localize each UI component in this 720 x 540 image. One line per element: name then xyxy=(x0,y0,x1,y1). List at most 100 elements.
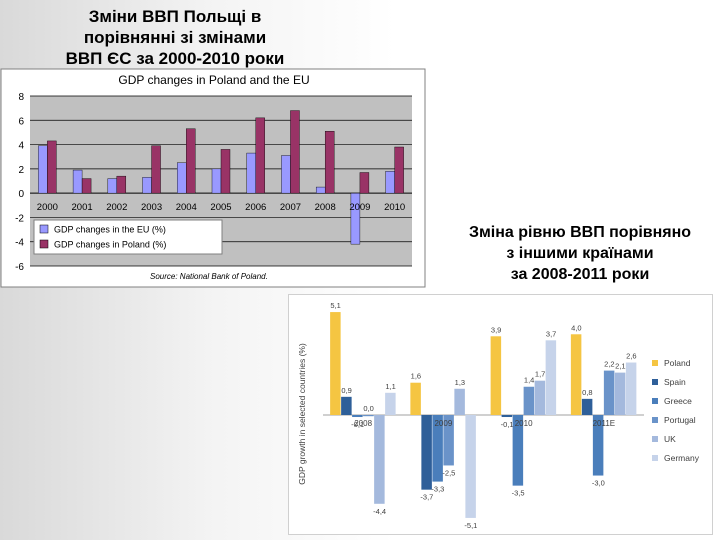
slide-title-line: ВВП ЄС за 2000-2010 роки xyxy=(65,49,285,68)
bar-greece xyxy=(352,415,363,418)
bar-eu xyxy=(211,168,222,194)
bar-greece xyxy=(432,415,443,482)
bar-spain xyxy=(341,396,352,415)
legend-label: Greece xyxy=(664,396,692,406)
slide-title-line: Зміни ВВП Польщі в xyxy=(88,7,262,26)
bar-poland xyxy=(330,312,341,415)
bar-poland xyxy=(394,146,404,194)
side-caption-line: з іншими країнами xyxy=(506,245,654,262)
bar-poland xyxy=(324,131,335,194)
bar-portugal xyxy=(523,386,535,415)
bars xyxy=(330,312,637,518)
gdp-countries-chart: GDP growth in selected countries (%) 5,1… xyxy=(288,294,713,535)
y-tick-label: 6 xyxy=(18,116,24,127)
legend-label: Poland xyxy=(664,358,691,368)
bar-eu xyxy=(350,192,361,245)
bar-eu xyxy=(107,178,118,194)
y-tick-label: 4 xyxy=(18,141,24,152)
value-label: -3,3 xyxy=(431,485,444,494)
legend-swatch xyxy=(652,398,658,404)
legend-swatch xyxy=(652,436,658,442)
bar-portugal xyxy=(363,415,374,417)
legend-label: GDP changes in Poland (%) xyxy=(54,240,166,250)
value-label: -5,1 xyxy=(464,521,477,530)
category-label: 2009 xyxy=(434,419,452,428)
legend-swatch xyxy=(652,417,658,423)
bar-eu xyxy=(281,155,291,194)
bars xyxy=(38,110,404,245)
bar-spain xyxy=(501,415,513,418)
legend: Poland Spain Greece Portugal UK Germany xyxy=(652,358,700,463)
value-label: -4,4 xyxy=(373,507,386,516)
x-tick-label: 2009 xyxy=(349,202,370,213)
bar-poland xyxy=(151,145,161,194)
bar-poland xyxy=(255,117,265,194)
bar-eu xyxy=(177,162,187,194)
category-labels: 2008 2009 2010 2011E xyxy=(354,419,615,428)
bar-germany xyxy=(385,392,396,415)
side-caption-line: Зміна рівню ВВП порівняно xyxy=(468,224,692,241)
value-label: 0,8 xyxy=(582,388,592,397)
y-tick-label: 0 xyxy=(18,189,24,200)
value-label: 3,7 xyxy=(546,329,556,338)
bar-germany xyxy=(625,362,637,415)
bar-spain xyxy=(421,415,432,490)
value-label: 5,1 xyxy=(330,301,340,310)
legend-label: GDP changes in the EU (%) xyxy=(54,225,166,235)
bar-uk xyxy=(534,380,546,415)
side-caption: Зміна рівню ВВП порівняно з іншими країн… xyxy=(440,222,720,285)
value-label: 1,3 xyxy=(455,378,465,387)
legend-label: Portugal xyxy=(664,415,696,425)
bar-poland xyxy=(186,128,196,194)
x-tick-label: 2003 xyxy=(141,202,162,213)
x-tick-label: 2002 xyxy=(106,202,127,213)
value-label: 1,4 xyxy=(524,376,534,385)
category-label: 2008 xyxy=(354,419,372,428)
bar-poland xyxy=(220,149,231,194)
value-label: -3,0 xyxy=(592,479,605,488)
legend: GDP changes in the EU (%) GDP changes in… xyxy=(33,219,223,255)
legend-swatch xyxy=(652,455,658,461)
value-label: -3,7 xyxy=(420,493,433,502)
value-label: 1,1 xyxy=(385,382,395,391)
x-tick-label: 2007 xyxy=(280,202,301,213)
value-label: -2,5 xyxy=(442,468,455,477)
value-label: -3,5 xyxy=(512,489,525,498)
y-tick-label: 2 xyxy=(18,165,24,176)
bar-portugal xyxy=(603,370,615,415)
category-label: 2010 xyxy=(515,419,533,428)
y-axis-ticks: -6 -4 -2 0 2 4 6 8 xyxy=(15,92,24,273)
slide-title-line: порівнянні зі змінами xyxy=(83,28,267,47)
bar-uk xyxy=(614,372,626,415)
bar-poland xyxy=(490,336,502,415)
slide-title: Зміни ВВП Польщі в порівнянні зі змінами… xyxy=(40,6,310,69)
x-axis-ticks: 2000 2001 2002 2003 2004 2005 2006 2007 2008 2009… xyxy=(37,202,405,213)
bar-poland xyxy=(410,382,421,415)
legend-label: Germany xyxy=(664,453,700,463)
chart-title: GDP changes in Poland and the EU xyxy=(118,73,309,87)
bar-uk xyxy=(374,415,385,504)
bar-poland xyxy=(47,140,57,194)
bar-poland xyxy=(570,334,582,415)
category-label: 2011E xyxy=(593,419,616,428)
bar-eu xyxy=(142,177,152,194)
bar-poland xyxy=(116,175,127,194)
x-tick-label: 2006 xyxy=(245,202,266,213)
value-label: -0,1 xyxy=(351,420,364,429)
bar-greece xyxy=(592,415,604,476)
bar-spain xyxy=(581,398,593,415)
y-tick-label: -2 xyxy=(15,213,24,224)
x-tick-label: 2000 xyxy=(37,202,58,213)
y-axis-label: GDP growth in selected countries (%) xyxy=(297,343,307,485)
bar-poland xyxy=(359,172,370,194)
bar-poland xyxy=(81,178,92,194)
value-label: 2,2 xyxy=(604,360,614,369)
bar-eu xyxy=(385,171,395,194)
legend-swatch xyxy=(39,224,49,234)
x-tick-label: 2005 xyxy=(210,202,231,213)
value-label: 0,9 xyxy=(341,386,351,395)
value-label: 2,1 xyxy=(615,362,625,371)
value-label: 0,0 xyxy=(363,404,373,413)
bar-eu xyxy=(246,152,256,194)
legend-box xyxy=(33,219,223,255)
